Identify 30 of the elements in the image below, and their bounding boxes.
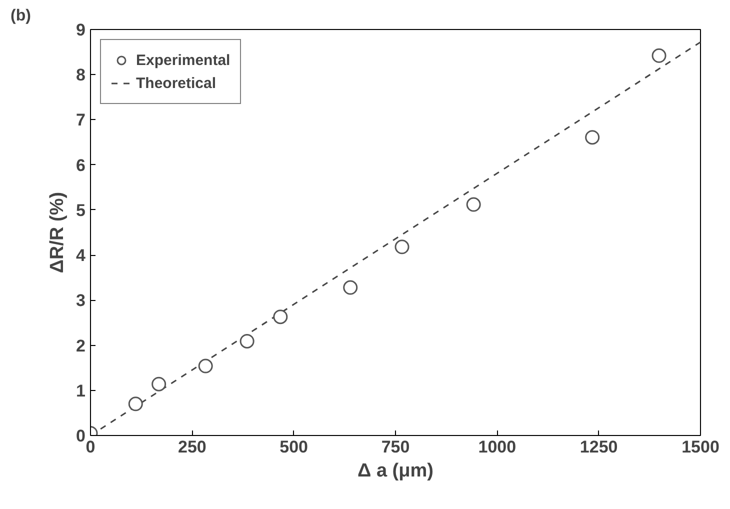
x-tick-label: 1500 [682,438,720,456]
y-tick-label: 9 [76,20,86,40]
x-tick-label: 1250 [580,438,618,456]
y-tick-label: 5 [76,200,86,220]
x-tick-label: 250 [178,438,206,456]
legend-label: Theoretical [136,74,216,92]
point [466,197,481,212]
x-axis-title: Δ a (μm) [358,460,434,482]
point [652,48,666,63]
y-tick-label: 4 [76,246,86,266]
legend-label: Experimental [136,52,230,68]
y-tick-label: 3 [76,291,86,310]
y-tick-label: 6 [76,156,86,175]
point [273,310,288,324]
y-tick-label: 2 [76,336,86,356]
y-tick-label: 8 [76,66,86,85]
y-tick-label: 1 [76,381,86,400]
x-tick-label: 1000 [478,438,516,456]
point [585,130,600,145]
point [198,358,213,374]
point [152,376,166,392]
text: (b) [10,8,31,24]
x-tick-label: 500 [280,438,308,456]
point [128,396,143,412]
y-axis-title: ΔR/R (%) [47,192,68,274]
x-tick-label: 750 [381,438,410,456]
y-tick-label: 7 [76,110,86,130]
point [394,240,410,254]
point [343,280,358,295]
point [240,334,254,348]
